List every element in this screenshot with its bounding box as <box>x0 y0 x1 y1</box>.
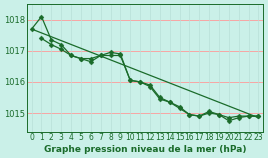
X-axis label: Graphe pression niveau de la mer (hPa): Graphe pression niveau de la mer (hPa) <box>44 145 246 154</box>
